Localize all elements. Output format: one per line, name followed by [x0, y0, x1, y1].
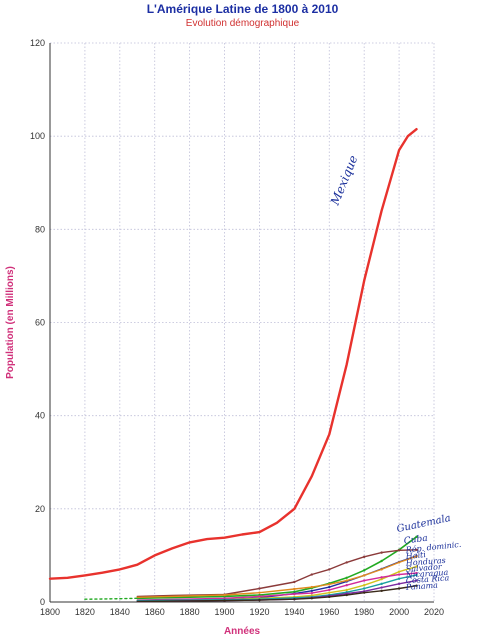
data-point: [380, 576, 383, 579]
data-point: [345, 584, 348, 587]
x-tick-label: 1880: [180, 607, 200, 617]
annotation-label: Cuba: [403, 534, 428, 547]
data-point: [362, 555, 366, 559]
data-point: [415, 584, 418, 587]
data-point: [328, 585, 331, 589]
x-tick-label: 1860: [145, 607, 165, 617]
data-point: [258, 598, 261, 602]
x-tick-label: 1840: [110, 607, 130, 617]
y-tick-label: 120: [30, 38, 45, 48]
data-point: [328, 583, 331, 586]
data-point: [328, 595, 331, 599]
data-point: [380, 589, 383, 593]
y-tick-label: 20: [35, 504, 45, 514]
data-point: [380, 582, 383, 586]
series-line-mexique: [48, 127, 418, 580]
data-point: [380, 568, 383, 571]
data-point: [397, 561, 401, 564]
x-tick-label: 1820: [75, 607, 95, 617]
y-axis-label: Population (en Millions): [5, 266, 16, 379]
annotation-label: Costa Rica: [406, 573, 450, 585]
data-point: [293, 590, 296, 593]
series-line-dotted-early: [84, 597, 139, 600]
y-tick-label: 100: [30, 131, 45, 141]
data-point: [397, 549, 401, 552]
data-point: [223, 599, 226, 602]
annotation-label: Haïti: [404, 550, 426, 561]
data-point: [310, 597, 314, 600]
x-tick-label: 2020: [424, 607, 444, 617]
data-point: [362, 579, 366, 582]
data-point: [380, 577, 383, 581]
x-tick-label: 1920: [249, 607, 269, 617]
data-point: [345, 579, 348, 582]
data-point: [415, 579, 418, 582]
data-point: [345, 588, 348, 592]
data-point: [328, 591, 331, 594]
data-point: [362, 587, 366, 590]
data-point: [380, 586, 383, 589]
data-point: [258, 591, 261, 594]
data-point: [362, 591, 366, 594]
data-point: [293, 598, 296, 601]
data-point: [310, 573, 314, 576]
chart-subtitle: Evolution démographique: [185, 18, 300, 29]
data-point: [258, 587, 261, 590]
y-tick-label: 80: [35, 224, 45, 234]
data-point: [345, 561, 348, 564]
x-axis-label: Années: [224, 626, 261, 637]
data-point: [415, 535, 418, 538]
annotation-label: Honduras: [405, 556, 446, 568]
data-point: [397, 577, 401, 580]
y-tick-label: 40: [35, 411, 45, 421]
data-point: [362, 569, 366, 572]
x-tick-label: 1980: [354, 607, 374, 617]
y-tick-label: 60: [35, 318, 45, 328]
data-point: [328, 588, 331, 592]
chart-title: L'Amérique Latine de 1800 à 2010: [146, 2, 339, 16]
data-point: [258, 595, 261, 598]
data-point: [415, 565, 418, 568]
data-point: [345, 576, 348, 579]
data-point: [223, 593, 226, 597]
annotation-label: Guatemala: [396, 513, 452, 535]
x-tick-label: 2000: [389, 607, 409, 617]
data-point: [380, 551, 383, 554]
annotation-label: Salvador: [406, 562, 444, 574]
data-point: [415, 573, 418, 577]
data-point: [397, 587, 401, 590]
x-tick-label: 1960: [319, 607, 339, 617]
data-point: [328, 568, 331, 571]
x-tick-label: 1940: [284, 607, 304, 617]
data-point: [345, 593, 348, 597]
data-point: [310, 591, 314, 595]
x-tick-label: 1900: [215, 607, 235, 617]
data-point: [415, 555, 418, 558]
data-point: [310, 585, 314, 589]
data-point: [362, 584, 366, 587]
data-point: [415, 548, 418, 552]
x-tick-label: 1800: [40, 607, 60, 617]
data-point: [415, 571, 418, 575]
data-point: [310, 589, 314, 593]
y-tick-label: 0: [40, 597, 45, 607]
data-point: [293, 592, 296, 596]
data-point: [293, 587, 296, 591]
data-point: [397, 570, 401, 573]
data-point: [397, 582, 401, 586]
data-point: [293, 580, 296, 584]
data-point: [362, 574, 366, 577]
annotation-label: Panama: [405, 581, 439, 592]
data-point: [397, 573, 401, 576]
annotation-label: Mexique: [327, 153, 360, 208]
annotation-label: Nicaragua: [405, 568, 449, 580]
data-point: [380, 559, 383, 563]
